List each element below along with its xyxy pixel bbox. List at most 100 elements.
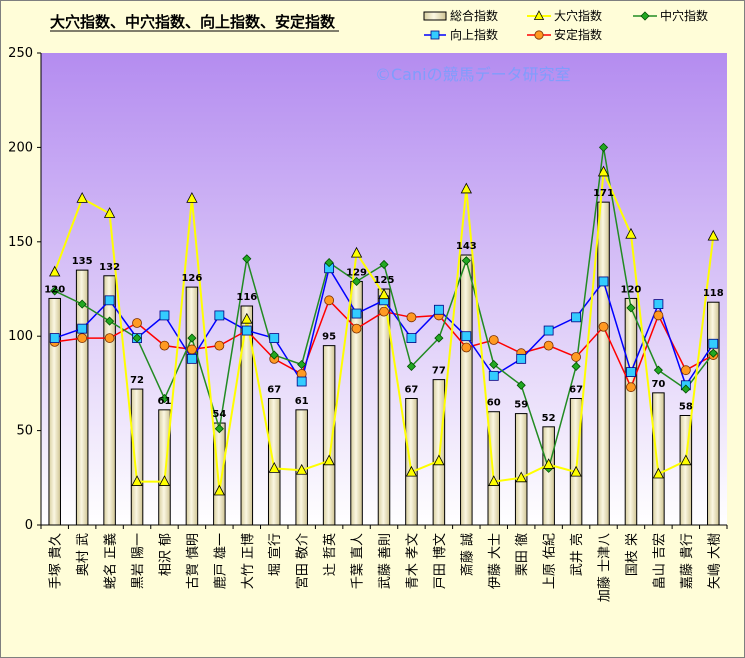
legend-label: 総合指数 <box>450 8 498 23</box>
x-tick-label: 武井 亮 <box>569 533 585 576</box>
point-kojo-index <box>187 353 197 364</box>
point-antei-index <box>571 352 581 362</box>
bar-data-label: 132 <box>99 262 120 273</box>
point-chuana-index <box>324 258 334 268</box>
point-oana-index <box>597 165 610 177</box>
bar-data-label: 58 <box>679 401 693 412</box>
point-antei-index <box>214 340 225 351</box>
point-chuana-index <box>681 384 691 394</box>
point-oana-index <box>488 475 500 486</box>
x-tick-label: 上原 佑紀 <box>543 533 558 589</box>
bar-total-index <box>624 297 638 526</box>
point-kojo-index <box>214 310 225 321</box>
point-chuana-index <box>269 350 279 360</box>
bar-data-label: 95 <box>322 332 336 343</box>
point-chuana-index <box>77 299 87 309</box>
point-antei-index <box>598 321 609 332</box>
point-oana-index <box>433 454 445 466</box>
x-tick-label: 黒岩 陽一 <box>131 533 146 589</box>
point-chuana-index <box>351 276 362 287</box>
point-oana-index <box>103 207 116 218</box>
bar-data-label: 126 <box>181 273 202 284</box>
x-tick-label: 奥村 武 <box>76 533 91 576</box>
bar-data-label: 59 <box>514 400 528 411</box>
legend-item-total: 総合指数 <box>423 8 498 23</box>
point-chuana-index <box>598 142 609 152</box>
point-oana-index <box>213 484 226 496</box>
x-tick-label: 手塚 貴久 <box>49 533 64 589</box>
point-kojo-index <box>406 333 417 343</box>
point-oana-index <box>707 229 719 241</box>
bar-data-label: 77 <box>432 366 446 377</box>
legend-item-oana: 大穴指数 <box>527 8 602 23</box>
point-kojo-index <box>461 331 472 342</box>
yellow-triangle-icon <box>533 10 545 20</box>
point-kojo-index <box>269 333 280 343</box>
legend-item-chuana: 中穴指数 <box>633 8 708 23</box>
bar-total-index <box>542 426 555 526</box>
x-tick-label: 古賀 慎明 <box>186 533 201 589</box>
bar-total-index <box>460 254 473 526</box>
bar-total-index <box>158 409 171 526</box>
y-tick-label: 50 <box>16 424 33 439</box>
bar-data-label: 125 <box>374 275 395 286</box>
y-tick-label: 150 <box>8 235 33 250</box>
x-tick-label: 鹿戸 雄一 <box>212 533 228 589</box>
point-kojo-index <box>626 367 636 377</box>
bar-data-label: 60 <box>487 398 501 409</box>
bar-total-index <box>48 297 61 526</box>
point-chuana-index <box>242 254 252 264</box>
x-tick-label: 大竹 正博 <box>241 533 256 589</box>
x-tick-label: 戸田 博文 <box>433 533 448 589</box>
bar-data-label: 135 <box>72 256 93 267</box>
legend-label: 中穴指数 <box>660 8 708 23</box>
bar-data-label: 54 <box>212 409 226 420</box>
point-kojo-index <box>77 323 88 334</box>
y-tick-label: 0 <box>25 518 33 533</box>
point-chuana-index <box>461 256 471 266</box>
x-tick-label: 武藤 善則 <box>377 533 393 589</box>
point-kojo-index <box>543 325 554 336</box>
point-antei-index <box>77 333 88 343</box>
bar-data-label: 61 <box>158 396 172 407</box>
bar-data-label: 120 <box>621 284 642 295</box>
bar-total-index <box>707 301 720 526</box>
bar-total-index <box>514 413 528 526</box>
point-kojo-index <box>653 299 664 310</box>
point-chuana-index <box>187 333 197 343</box>
point-kojo-index <box>296 376 307 387</box>
point-antei-index <box>159 340 170 351</box>
x-tick-label: 栗田 徹 <box>515 533 530 576</box>
point-chuana-index <box>132 333 142 343</box>
point-chuana-index <box>297 359 307 370</box>
point-oana-index <box>76 192 88 203</box>
bar-total-index <box>597 201 610 526</box>
point-oana-index <box>405 465 418 477</box>
point-kojo-index <box>241 325 252 336</box>
x-tick-label: 畠山 吉宏 <box>651 533 667 589</box>
point-antei-index <box>488 335 499 345</box>
bar-total-index <box>405 398 418 526</box>
point-antei-index <box>653 310 664 321</box>
point-oana-index <box>460 182 472 194</box>
bar-total-index <box>267 398 281 526</box>
point-oana-index <box>131 475 143 486</box>
bar-data-label: 118 <box>703 288 724 299</box>
point-kojo-index <box>351 308 362 319</box>
point-antei-index <box>104 333 115 343</box>
chart-title: 大穴指数、中穴指数、向上指数、安定指数 <box>50 13 336 31</box>
point-chuana-index <box>50 286 60 296</box>
green-diamond-icon <box>640 11 650 21</box>
x-tick-label: 青木 孝文 <box>405 533 420 589</box>
point-chuana-index <box>379 259 389 270</box>
point-oana-index <box>241 312 253 324</box>
bar-data-label: 129 <box>346 267 367 278</box>
point-antei-index <box>543 340 554 351</box>
point-kojo-index <box>104 295 115 306</box>
point-oana-index <box>268 462 280 473</box>
point-kojo-index <box>598 276 609 287</box>
bar-data-label: 120 <box>44 284 65 295</box>
point-chuana-index <box>434 333 444 343</box>
legend-item-kojo: 向上指数 <box>424 27 498 42</box>
legend-label: 安定指数 <box>554 27 602 42</box>
